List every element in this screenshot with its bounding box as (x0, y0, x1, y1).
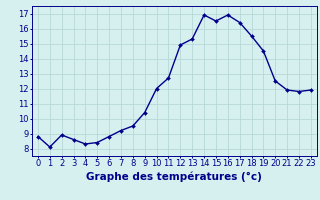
X-axis label: Graphe des températures (°c): Graphe des températures (°c) (86, 171, 262, 182)
